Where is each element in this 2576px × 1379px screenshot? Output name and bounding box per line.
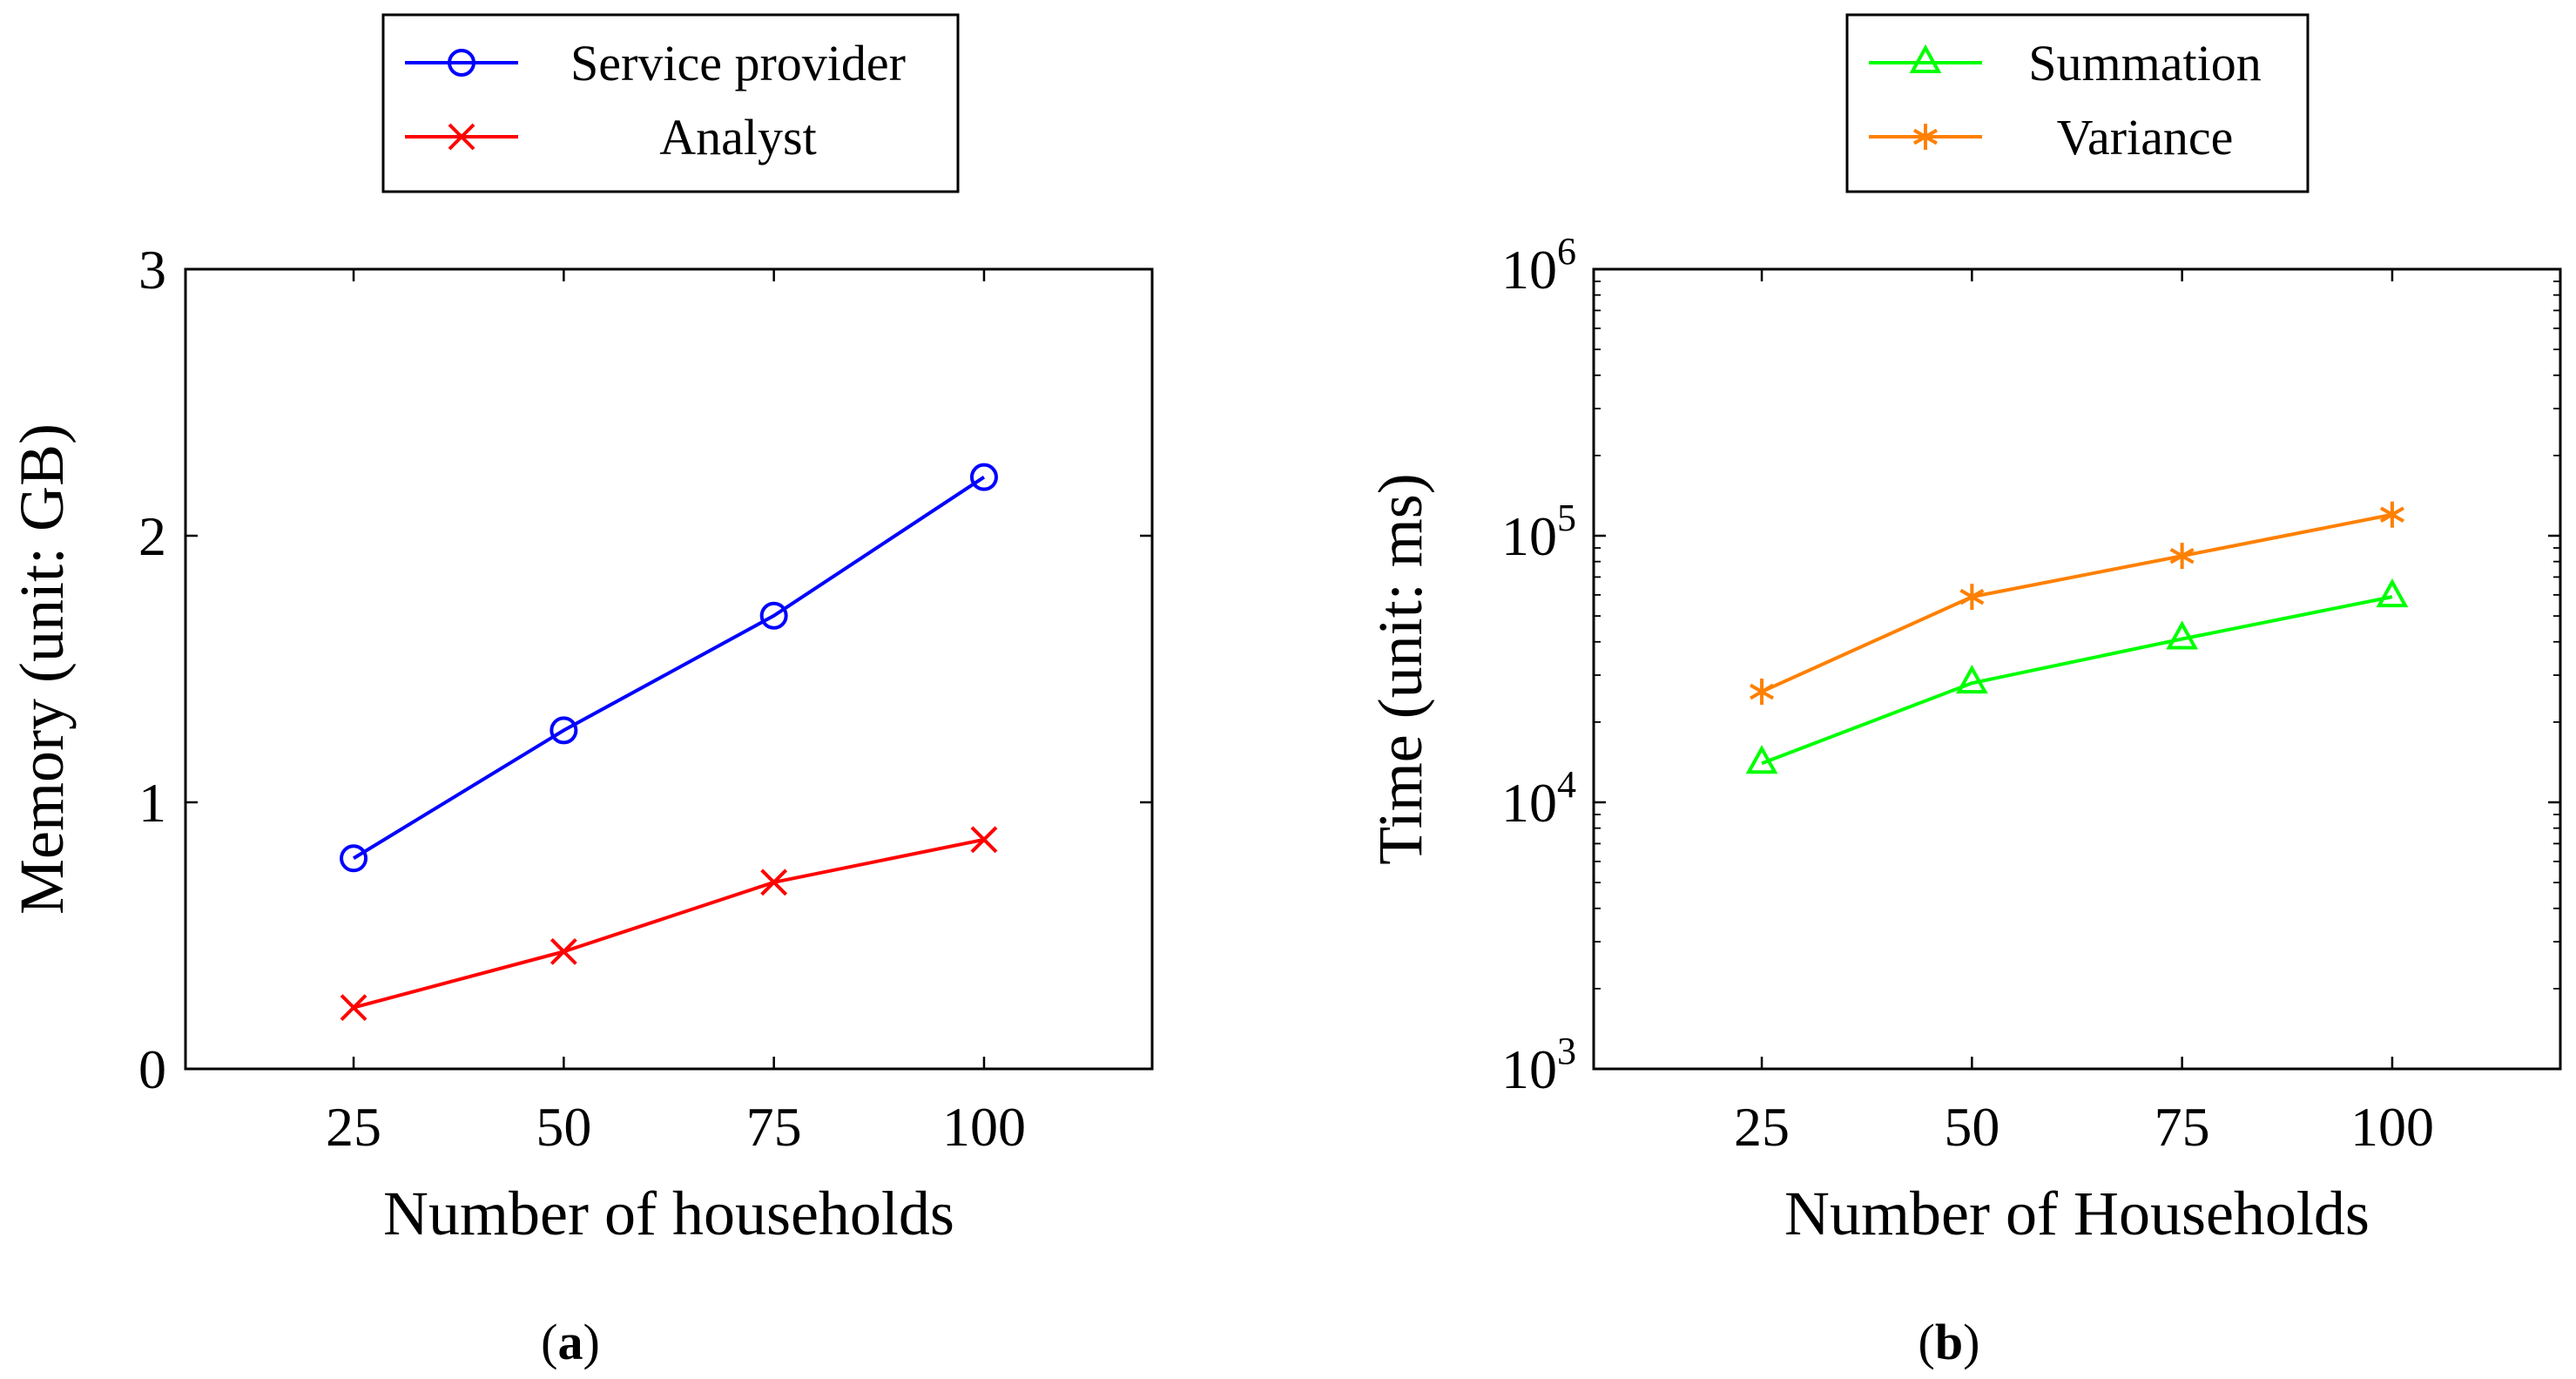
y-tick-label: 0 [138, 1038, 166, 1100]
y-tick-label: 104 [1501, 763, 1576, 834]
y-tick-label: 105 [1501, 497, 1576, 567]
legend-frame [1845, 13, 2310, 193]
series-line [1761, 595, 2393, 766]
legend-marker [448, 123, 475, 151]
legend-marker [1909, 44, 1942, 73]
y-tick-label: 106 [1501, 230, 1576, 301]
legend: Service provider Analyst [381, 13, 960, 193]
legend-label: Summation [2028, 35, 2261, 91]
data-point [550, 716, 578, 745]
y-tick-label-exponent: 4 [1557, 763, 1576, 806]
y-tick-label-exponent: 6 [1557, 230, 1576, 273]
series-analyst [340, 826, 998, 1022]
data-point [340, 994, 368, 1022]
legend-marker [448, 49, 475, 77]
caption-letter: a [558, 1314, 583, 1370]
caption-open: ( [1919, 1314, 1935, 1370]
panel-caption: (a) [541, 1314, 600, 1370]
legend-label: Service provider [570, 35, 906, 91]
data-point [1750, 679, 1775, 706]
panel-caption: (b) [1919, 1314, 1980, 1370]
y-tick-label: 3 [138, 239, 166, 301]
x-axis-label: Number of Households [1784, 1179, 2370, 1248]
y-tick-label-base: 10 [1501, 505, 1557, 567]
y-axis-label: Time (unit: ms) [1366, 473, 1435, 864]
legend-frame [381, 13, 960, 193]
x-axis-label: Number of households [383, 1179, 954, 1248]
data-point [2376, 578, 2409, 608]
chart-panel-a: 25 50 75 100 0 1 2 3 Number of households Memory … [7, 13, 1154, 1370]
data-point [340, 844, 368, 873]
data-point [759, 601, 788, 630]
data-point [1955, 665, 1988, 694]
data-point [1959, 584, 1985, 611]
legend-label: Analyst [659, 109, 816, 166]
x-tick-label: 50 [536, 1096, 591, 1158]
x-tick-label: 100 [2350, 1096, 2434, 1158]
y-tick-label-exponent: 5 [1557, 497, 1576, 539]
data-point [969, 463, 998, 491]
plot-area-frame [1592, 267, 2562, 1071]
y-tick-label-base: 10 [1501, 1038, 1557, 1100]
caption-close: ) [583, 1314, 600, 1370]
series-summation [1745, 578, 2409, 774]
y-tick-label-base: 10 [1501, 239, 1557, 301]
y-tick-label: 1 [138, 772, 166, 834]
caption-letter: b [1935, 1314, 1963, 1370]
legend: Summation Variance [1845, 13, 2310, 193]
data-point [760, 869, 788, 896]
x-tick-label: 50 [1944, 1096, 1999, 1158]
x-tick-label: 100 [942, 1096, 1026, 1158]
x-tick-label: 75 [2155, 1096, 2210, 1158]
x-tick-label: 25 [1734, 1096, 1790, 1158]
legend-label: Variance [2057, 109, 2234, 166]
y-tick-label-base: 10 [1501, 772, 1557, 834]
series-service-provider [340, 463, 998, 873]
series-line [353, 837, 985, 1010]
series-variance [1750, 501, 2404, 706]
plot-area-frame [184, 267, 1154, 1071]
x-tick-label: 75 [746, 1096, 802, 1158]
data-point [970, 826, 998, 854]
data-point [1745, 745, 1778, 774]
y-axis-label: Memory (unit: GB) [7, 423, 77, 915]
series-line [1761, 512, 2393, 693]
x-tick-label: 25 [326, 1096, 381, 1158]
data-point [2169, 543, 2195, 570]
y-tick-label: 2 [138, 505, 166, 567]
caption-open: ( [541, 1314, 557, 1370]
data-point [550, 937, 577, 965]
data-point [2379, 501, 2404, 528]
caption-close: ) [1963, 1314, 1979, 1370]
y-tick-label-exponent: 3 [1557, 1030, 1576, 1072]
legend-marker [1913, 124, 1938, 150]
series-line [353, 476, 986, 860]
data-point [2166, 620, 2199, 650]
y-tick-label: 103 [1501, 1030, 1576, 1100]
